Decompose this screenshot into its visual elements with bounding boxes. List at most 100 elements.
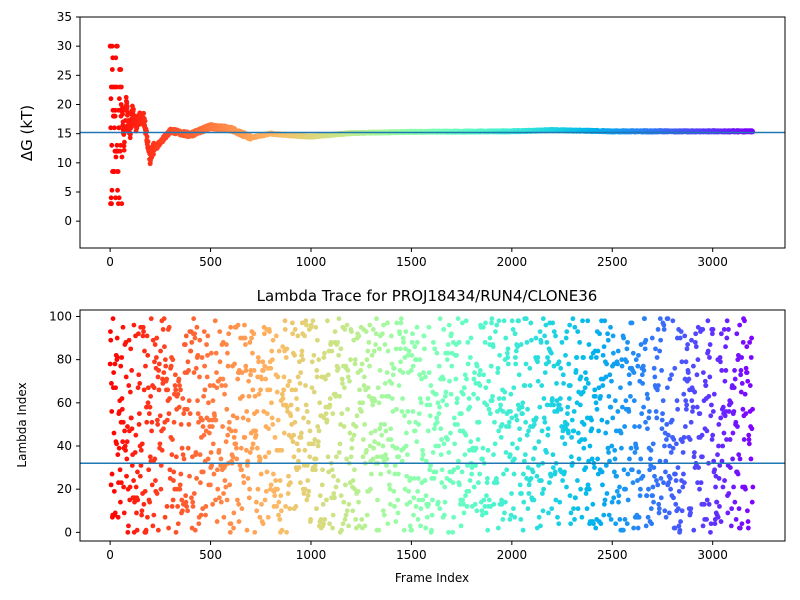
lambda-point bbox=[314, 374, 320, 380]
lambda-point bbox=[301, 491, 307, 496]
lambda-point bbox=[269, 400, 274, 406]
lambda-point bbox=[507, 517, 513, 522]
lambda-point bbox=[659, 417, 665, 423]
lambda-point bbox=[659, 426, 665, 432]
lambda-point bbox=[228, 428, 234, 434]
lambda-point bbox=[138, 447, 144, 453]
lambda-point bbox=[605, 337, 611, 343]
lambda-point bbox=[136, 331, 141, 337]
lambda-point bbox=[327, 402, 333, 408]
lambda-point bbox=[350, 478, 356, 483]
lambda-point bbox=[418, 523, 423, 529]
lambda-point bbox=[431, 475, 437, 481]
lambda-point bbox=[152, 456, 158, 462]
lambda-point bbox=[349, 329, 354, 334]
lambda-point bbox=[272, 493, 278, 499]
lambda-point bbox=[194, 324, 200, 330]
lambda-point bbox=[290, 439, 296, 445]
x-tick-label: 3000 bbox=[697, 255, 728, 269]
delta-g-panel: 0 500 1000 1500 2000 2500 3000 05101520253035 … bbox=[18, 10, 786, 269]
lambda-point bbox=[422, 346, 427, 352]
lambda-point bbox=[650, 493, 655, 499]
lambda-point bbox=[186, 422, 192, 427]
lambda-point bbox=[566, 361, 572, 367]
delta-g-point bbox=[116, 96, 122, 102]
lambda-point bbox=[652, 473, 657, 479]
lambda-point bbox=[442, 484, 448, 490]
lambda-point bbox=[348, 454, 354, 460]
delta-g-point bbox=[108, 195, 114, 201]
lambda-point bbox=[546, 359, 552, 365]
lambda-point bbox=[341, 424, 347, 429]
lambda-point bbox=[306, 488, 312, 494]
lambda-point bbox=[630, 350, 636, 356]
lambda-point bbox=[582, 437, 588, 442]
lambda-point bbox=[571, 409, 577, 414]
lambda-point bbox=[575, 478, 580, 483]
lambda-point bbox=[239, 467, 244, 473]
delta-g-point bbox=[125, 111, 131, 117]
lambda-point bbox=[485, 527, 491, 533]
lambda-point bbox=[385, 348, 391, 354]
lambda-point bbox=[374, 454, 380, 460]
lambda-point bbox=[611, 469, 617, 475]
lambda-point bbox=[526, 428, 531, 434]
lambda-point bbox=[345, 406, 351, 412]
lambda-point bbox=[179, 497, 185, 503]
lambda-point bbox=[213, 417, 219, 423]
lambda-point bbox=[407, 499, 413, 505]
lambda-point bbox=[618, 430, 624, 436]
lambda-point bbox=[191, 316, 197, 322]
lambda-point bbox=[278, 493, 284, 499]
lambda-point bbox=[405, 409, 411, 414]
lambda-point bbox=[183, 333, 189, 339]
x-tick-label: 2500 bbox=[597, 255, 628, 269]
lambda-point bbox=[596, 428, 602, 434]
lambda-point bbox=[661, 480, 666, 486]
lambda-point bbox=[221, 514, 227, 520]
lambda-point bbox=[625, 497, 631, 503]
lambda-point bbox=[431, 339, 436, 345]
lambda-point bbox=[274, 389, 280, 395]
lambda-point bbox=[357, 387, 362, 393]
delta-g-point bbox=[141, 110, 147, 116]
lambda-point bbox=[550, 452, 556, 458]
lambda-point bbox=[510, 327, 516, 332]
lambda-point bbox=[395, 497, 401, 503]
lambda-point bbox=[207, 430, 212, 436]
lambda-point bbox=[163, 363, 169, 369]
lambda-point bbox=[116, 445, 122, 451]
delta-g-point bbox=[113, 55, 119, 61]
lambda-point bbox=[175, 521, 181, 527]
lambda-point bbox=[292, 327, 298, 332]
lambda-point bbox=[379, 331, 385, 337]
lambda-point bbox=[523, 419, 529, 425]
lambda-point bbox=[143, 527, 149, 533]
lambda-point bbox=[363, 329, 369, 334]
lambda-point bbox=[121, 484, 127, 490]
lambda-point bbox=[114, 335, 120, 341]
lambda-point bbox=[384, 370, 390, 376]
lambda-point bbox=[226, 419, 232, 425]
lambda-point bbox=[512, 514, 518, 520]
lambda-point bbox=[119, 355, 125, 360]
lambda-point bbox=[533, 415, 539, 421]
lambda-point bbox=[210, 501, 216, 507]
lambda-point bbox=[429, 527, 434, 533]
lambda-point bbox=[376, 527, 382, 533]
lambda-point bbox=[522, 452, 528, 458]
lambda-point bbox=[202, 387, 208, 393]
lambda-point bbox=[197, 452, 203, 458]
lambda-point bbox=[396, 383, 402, 388]
lambda-point bbox=[193, 450, 199, 455]
lambda-point bbox=[306, 419, 311, 425]
lambda-point bbox=[484, 480, 490, 486]
lambda-point bbox=[528, 475, 534, 481]
lambda-point bbox=[392, 504, 397, 509]
lambda-point bbox=[311, 352, 317, 358]
lambda-point bbox=[176, 404, 182, 410]
lambda-point bbox=[342, 327, 348, 332]
lambda-point bbox=[462, 372, 468, 378]
lambda-point bbox=[315, 439, 321, 445]
lambda-point bbox=[134, 510, 139, 516]
